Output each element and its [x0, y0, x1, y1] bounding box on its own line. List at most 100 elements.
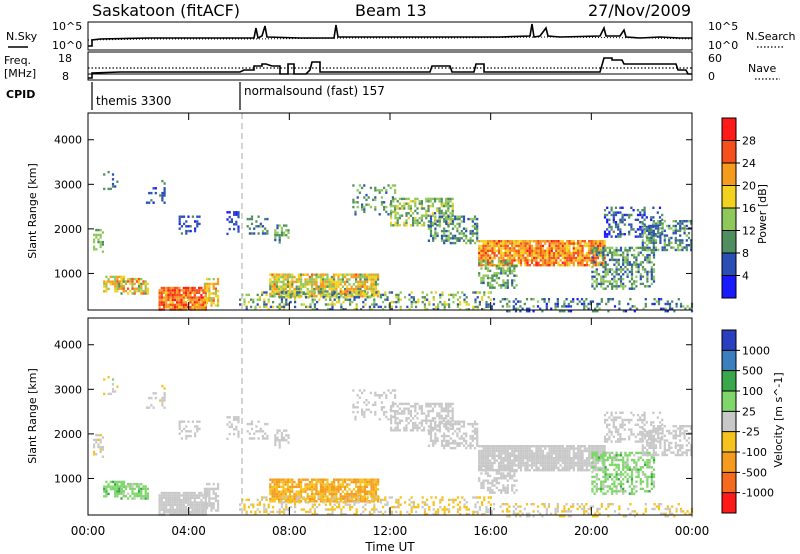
data-cell	[643, 224, 647, 228]
data-cell	[493, 447, 496, 450]
data-cell	[594, 256, 597, 260]
data-cell	[286, 292, 289, 296]
data-cell	[145, 406, 149, 409]
data-cell	[502, 267, 505, 270]
data-cell	[291, 497, 294, 501]
data-cell	[300, 291, 303, 294]
data-cell	[398, 207, 401, 210]
data-cell	[569, 310, 573, 313]
data-cell	[493, 249, 496, 252]
data-cell	[273, 495, 276, 498]
data-cell	[519, 466, 523, 469]
data-cell	[300, 500, 303, 503]
data-cell	[585, 259, 589, 262]
data-cell	[191, 420, 194, 423]
data-cell	[561, 242, 564, 245]
data-cell	[95, 228, 98, 232]
data-cell	[193, 303, 196, 306]
data-cell	[346, 503, 349, 506]
data-cell	[491, 276, 494, 280]
data-cell	[355, 278, 358, 281]
data-cell	[602, 249, 605, 252]
data-cell	[131, 492, 134, 495]
data-cell	[330, 287, 333, 291]
data-cell	[448, 305, 451, 309]
data-cell	[280, 305, 283, 309]
data-cell	[169, 296, 172, 299]
data-cell	[449, 424, 452, 427]
data-cell	[258, 501, 261, 504]
data-cell	[539, 240, 542, 243]
data-cell	[324, 303, 327, 306]
data-cell	[284, 478, 287, 481]
data-cell	[380, 406, 383, 409]
data-cell	[278, 513, 281, 516]
data-cell	[577, 242, 580, 245]
data-cell	[258, 510, 261, 514]
data-cell	[226, 232, 229, 236]
data-cell	[438, 209, 441, 213]
data-cell	[111, 178, 115, 181]
data-cell	[458, 444, 461, 447]
data-cell	[467, 422, 470, 426]
data-cell	[252, 505, 255, 509]
data-cell	[394, 208, 397, 211]
data-cell	[187, 286, 190, 290]
data-cell	[434, 496, 437, 499]
data-cell	[653, 302, 656, 306]
data-cell	[416, 207, 419, 210]
data-cell	[372, 403, 375, 407]
data-cell	[561, 261, 564, 264]
data-cell	[478, 469, 481, 472]
data-cell	[566, 264, 569, 267]
data-cell	[214, 304, 217, 307]
data-cell	[330, 285, 333, 288]
data-cell	[517, 254, 520, 257]
data-cell	[646, 227, 649, 230]
data-cell	[116, 287, 119, 291]
data-cell	[358, 389, 361, 392]
data-cell	[484, 262, 487, 265]
data-cell	[322, 273, 325, 276]
data-cell	[556, 298, 559, 301]
data-cell	[506, 240, 509, 243]
data-cell	[105, 495, 108, 498]
data-cell	[165, 496, 168, 499]
data-cell	[178, 303, 181, 306]
data-cell	[535, 261, 538, 264]
data-cell	[317, 292, 320, 296]
data-cell	[114, 290, 117, 293]
data-cell	[635, 261, 638, 264]
data-cell	[289, 501, 292, 504]
velocity-data	[93, 375, 694, 518]
data-cell	[432, 513, 435, 516]
data-cell	[630, 265, 634, 269]
data-cell	[127, 492, 130, 495]
data-cell	[648, 227, 651, 230]
data-cell	[679, 248, 682, 252]
data-cell	[449, 215, 452, 218]
data-cell	[429, 439, 433, 443]
data-cell	[635, 280, 638, 283]
data-cell	[359, 275, 362, 279]
data-cell	[659, 220, 662, 223]
data-cell	[628, 216, 631, 219]
data-cell	[650, 228, 653, 231]
data-cell	[397, 293, 400, 297]
data-cell	[451, 412, 454, 415]
data-cell	[142, 282, 145, 286]
data-cell	[97, 443, 100, 446]
data-cell	[635, 246, 638, 250]
data-cell	[333, 278, 336, 281]
data-cell	[432, 501, 435, 504]
data-cell	[465, 296, 468, 299]
data-cell	[471, 220, 474, 223]
data-cell	[497, 249, 501, 252]
data-cell	[591, 256, 594, 259]
data-cell	[603, 259, 606, 262]
data-cell	[569, 305, 573, 308]
data-cell	[158, 506, 161, 509]
data-cell	[504, 469, 507, 472]
data-cell	[652, 256, 656, 259]
data-cell	[304, 285, 307, 288]
